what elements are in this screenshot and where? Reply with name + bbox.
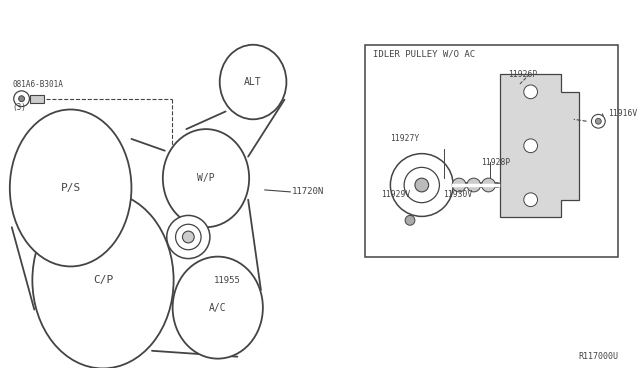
Circle shape — [13, 91, 29, 106]
Circle shape — [182, 231, 194, 243]
Circle shape — [482, 178, 495, 192]
Circle shape — [19, 96, 24, 102]
Circle shape — [175, 224, 201, 250]
Circle shape — [467, 178, 481, 192]
Text: 11927Y: 11927Y — [390, 134, 420, 144]
Ellipse shape — [33, 192, 173, 368]
Bar — [31, 95, 44, 103]
Circle shape — [452, 178, 466, 192]
Circle shape — [404, 167, 440, 203]
Text: 11929V: 11929V — [381, 190, 410, 199]
Text: IDLER PULLEY W/O AC: IDLER PULLEY W/O AC — [372, 49, 475, 59]
Text: 11720N: 11720N — [292, 187, 324, 196]
Text: 081A6-B301A: 081A6-B301A — [13, 80, 63, 89]
Text: P/S: P/S — [61, 183, 81, 193]
Ellipse shape — [10, 109, 131, 266]
Circle shape — [595, 118, 601, 124]
Circle shape — [390, 154, 453, 217]
Circle shape — [524, 85, 538, 99]
Circle shape — [591, 115, 605, 128]
Text: 11926P: 11926P — [508, 70, 538, 79]
Circle shape — [524, 193, 538, 206]
Circle shape — [415, 178, 429, 192]
Text: 11955: 11955 — [214, 276, 241, 285]
Polygon shape — [500, 74, 579, 217]
Bar — [365, 45, 618, 257]
Text: ALT: ALT — [244, 77, 262, 87]
Ellipse shape — [163, 129, 249, 227]
Circle shape — [405, 215, 415, 225]
Ellipse shape — [220, 45, 287, 119]
Text: W/P: W/P — [197, 173, 215, 183]
Text: C/P: C/P — [93, 275, 113, 285]
Text: 11928P: 11928P — [481, 158, 510, 167]
Text: (3): (3) — [13, 103, 27, 112]
Circle shape — [524, 139, 538, 153]
Text: 11916V: 11916V — [608, 109, 637, 118]
Ellipse shape — [173, 257, 263, 359]
Circle shape — [167, 215, 210, 259]
Text: R117000U: R117000U — [578, 352, 618, 360]
Text: 11930V: 11930V — [444, 190, 472, 199]
Text: A/C: A/C — [209, 303, 227, 312]
